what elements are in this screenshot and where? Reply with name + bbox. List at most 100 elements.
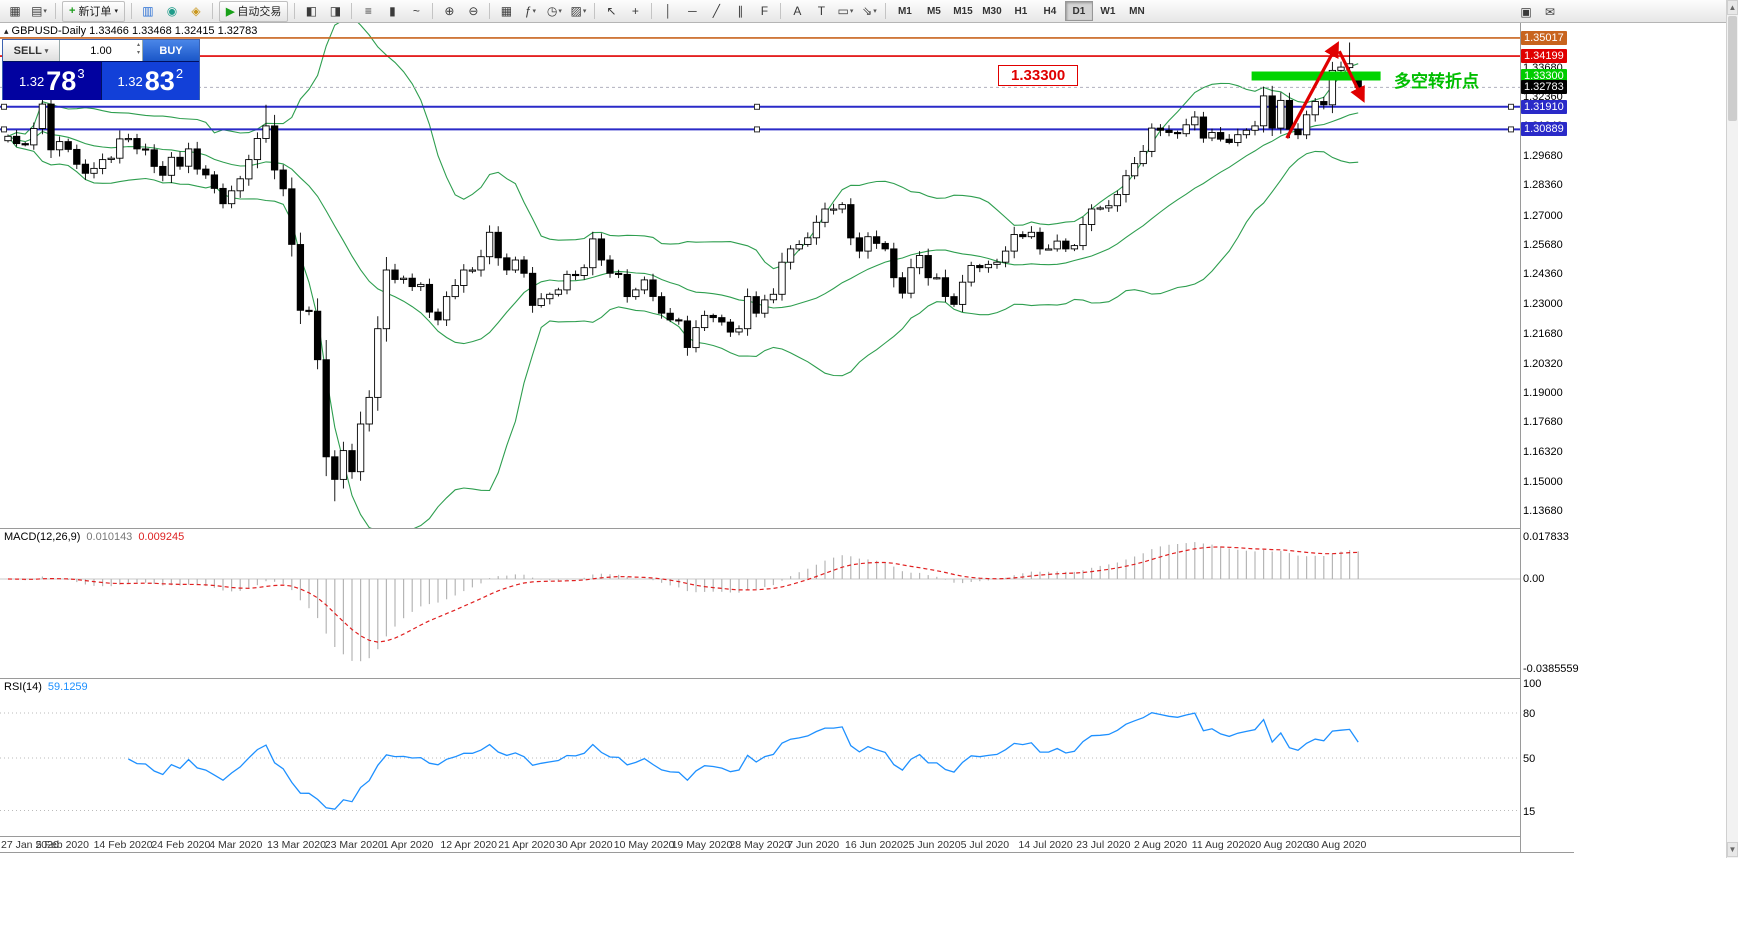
chart-window: ▴ GBPUSD-Daily 1.33466 1.33468 1.32415 1.… [0, 23, 1579, 853]
rsi-scale-label: 100 [1523, 678, 1542, 690]
date-axis[interactable]: 27 Jan 2020 5 Feb 2020 14 Feb 2020 24 Feb 2… [0, 836, 1520, 852]
price-scale-label: 1.29680 [1523, 150, 1563, 162]
indicators-icon[interactable]: ƒ ▾ [524, 4, 537, 18]
line-chart-icon[interactable]: ~ [412, 4, 420, 18]
buy-price-button[interactable]: 1.32 83 2 [101, 62, 199, 100]
toolbar: ▦ ▤ ▾ + 新订单 ▾ ▥ ◉ ◈ ▶ 自动交易 ◧ ◨ ≡ ▮ ~ ⊕ ⊖ ▦ ƒ ▾ ◷ ▾ ▨ ▾ ↖ + │ ─ ╱ ∥ F A T ▭… [0, 0, 1726, 23]
new-order-button[interactable]: + 新订单 ▾ [62, 0, 125, 22]
price-scale-marked-label: 1.34199 [1521, 49, 1567, 63]
rsi-value: 59.1259 [47, 681, 88, 693]
new-chart-icon[interactable]: ▦ [9, 4, 21, 18]
timeframe-MN[interactable]: MN [1129, 5, 1145, 17]
date-label: 20 Aug 2020 [1249, 839, 1309, 851]
data-window-icon[interactable]: ◉ [166, 4, 178, 18]
bar-chart-icon[interactable]: ≡ [364, 4, 372, 18]
volume-input[interactable]: 1.00 ▴ ▾ [60, 40, 142, 61]
scrollbar-thumb[interactable] [1728, 16, 1737, 121]
scroll-up-icon[interactable]: ▲ [1727, 0, 1738, 15]
vertical-scrollbar[interactable]: ▲ ▼ [1726, 0, 1738, 858]
rsi-chart[interactable] [0, 679, 1520, 836]
main-chart-pane[interactable]: ▴ GBPUSD-Daily 1.33466 1.33468 1.32415 1.… [0, 23, 1520, 528]
grid-icon[interactable]: ▦ [500, 4, 513, 18]
vertical-line-icon[interactable]: │ [664, 4, 673, 18]
trend-arrow[interactable] [1337, 50, 1365, 103]
rsi-scale-label: 80 [1523, 708, 1536, 720]
price-scale-label: 1.23000 [1523, 298, 1563, 310]
cascade-windows-icon[interactable]: ◨ [329, 4, 342, 18]
autotrade-button[interactable]: ▶ 自动交易 [218, 0, 289, 22]
date-label: 5 Jul 2020 [960, 839, 1010, 851]
scroll-down-icon[interactable]: ▼ [1727, 842, 1738, 857]
trend-arrow[interactable] [1285, 41, 1339, 139]
chevron-down-icon: ▾ [44, 47, 49, 55]
fibonacci-icon[interactable]: F [760, 4, 769, 18]
symbol-ohlc-text: GBPUSD-Daily 1.33466 1.33468 1.32415 1.3… [11, 25, 258, 37]
autotrade-button-icon: ▶ [225, 5, 235, 18]
macd-chart[interactable] [0, 529, 1520, 678]
periods-icon[interactable]: ◷ ▾ [546, 4, 562, 18]
zoom-out-icon[interactable]: ⊖ [468, 4, 479, 18]
price-scale-label: 1.25680 [1523, 239, 1563, 251]
sell-price-big: 78 [46, 66, 77, 96]
buy-dropdown-button[interactable]: BUY [142, 40, 199, 61]
timeframe-H4[interactable]: H4 [1043, 5, 1057, 17]
date-label: 30 Aug 2020 [1307, 839, 1367, 851]
macd-value-main: 0.010143 [86, 531, 133, 543]
buy-price-main: 1.32 [117, 73, 143, 89]
macd-pane[interactable]: MACD(12,26,9) 0.010143 0.009245 [0, 528, 1520, 678]
zoom-in-icon[interactable]: ⊕ [444, 4, 455, 18]
text-icon[interactable]: A [793, 4, 802, 18]
timeframe-M1[interactable]: M1 [897, 5, 912, 17]
charts-list-icon[interactable]: ▣ [1520, 4, 1532, 19]
price-scale-label: 1.15000 [1523, 476, 1563, 488]
date-label: 2 Aug 2020 [1134, 839, 1188, 851]
date-label: 10 May 2020 [613, 839, 675, 851]
toolbar-right-items: ▣ ✉ [1514, 1, 1562, 22]
turning-zone-band[interactable] [1251, 71, 1381, 81]
tile-windows-icon[interactable]: ◧ [305, 4, 318, 18]
cursor-icon[interactable]: ↖ [606, 4, 617, 18]
trendline-icon[interactable]: ╱ [712, 4, 721, 18]
rsi-label: RSI(14) 59.1259 [4, 681, 88, 693]
timeframe-W1[interactable]: W1 [1100, 5, 1116, 17]
date-label: 30 Apr 2020 [556, 839, 613, 851]
timeframe-M15[interactable]: M15 [953, 5, 973, 17]
timeframe-D1[interactable]: D1 [1064, 1, 1093, 21]
arrows-icon[interactable]: ⇘ ▾ [862, 4, 877, 18]
shapes-icon[interactable]: ▭ ▾ [837, 4, 854, 18]
price-scale-label: 1.24360 [1523, 268, 1563, 280]
date-label: 28 May 2020 [729, 839, 791, 851]
candlestick-chart[interactable] [0, 23, 1520, 528]
volume-value: 1.00 [90, 44, 112, 57]
crosshair-icon[interactable]: + [631, 4, 639, 18]
date-label: 23 Jul 2020 [1076, 839, 1131, 851]
timeframe-H1[interactable]: H1 [1014, 5, 1028, 17]
volume-spinner[interactable]: ▴ ▾ [136, 42, 140, 56]
horizontal-line-icon[interactable]: ─ [688, 4, 697, 18]
toolbar-separator [55, 3, 56, 19]
timeframe-M30[interactable]: M30 [982, 5, 1002, 17]
price-alert-label[interactable]: 1.33300 [998, 65, 1079, 86]
toolbar-items: ▦ ▤ ▾ + 新订单 ▾ ▥ ◉ ◈ ▶ 自动交易 ◧ ◨ ≡ ▮ ~ ⊕ ⊖ ▦ ƒ ▾ ◷ ▾ ▨ ▾ ↖ + │ ─ ╱ ∥ F A T ▭… [3, 0, 1151, 22]
date-label: 5 Feb 2020 [35, 839, 89, 851]
market-watch-icon[interactable]: ▥ [142, 4, 154, 18]
channel-icon[interactable]: ∥ [737, 4, 744, 18]
collapse-panel-icon[interactable]: ▴ [4, 26, 9, 36]
toolbar-separator [885, 3, 887, 19]
label-icon[interactable]: T [817, 4, 826, 18]
toolbar-separator [130, 3, 132, 19]
profiles-icon[interactable]: ▤ ▾ [31, 4, 47, 18]
toolbar-separator [651, 3, 653, 19]
timeframe-M5[interactable]: M5 [926, 5, 941, 17]
turning-point-label[interactable]: 多空转折点 [1394, 72, 1479, 91]
sell-price-button[interactable]: 1.32 78 3 [3, 62, 102, 100]
rsi-pane[interactable]: RSI(14) 59.1259 [0, 678, 1520, 836]
date-label: 16 Jun 2020 [845, 839, 903, 851]
sell-label: SELL [13, 44, 42, 57]
alerts-icon[interactable]: ✉ [1544, 4, 1556, 19]
navigator-icon[interactable]: ◈ [191, 4, 201, 18]
candlestick-chart-icon[interactable]: ▮ [389, 4, 396, 18]
price-axis[interactable]: 1.336801.323601.310401.296801.283601.270… [1520, 23, 1579, 852]
templates-icon[interactable]: ▨ ▾ [570, 4, 587, 18]
sell-dropdown-button[interactable]: SELL ▾ [3, 40, 60, 61]
